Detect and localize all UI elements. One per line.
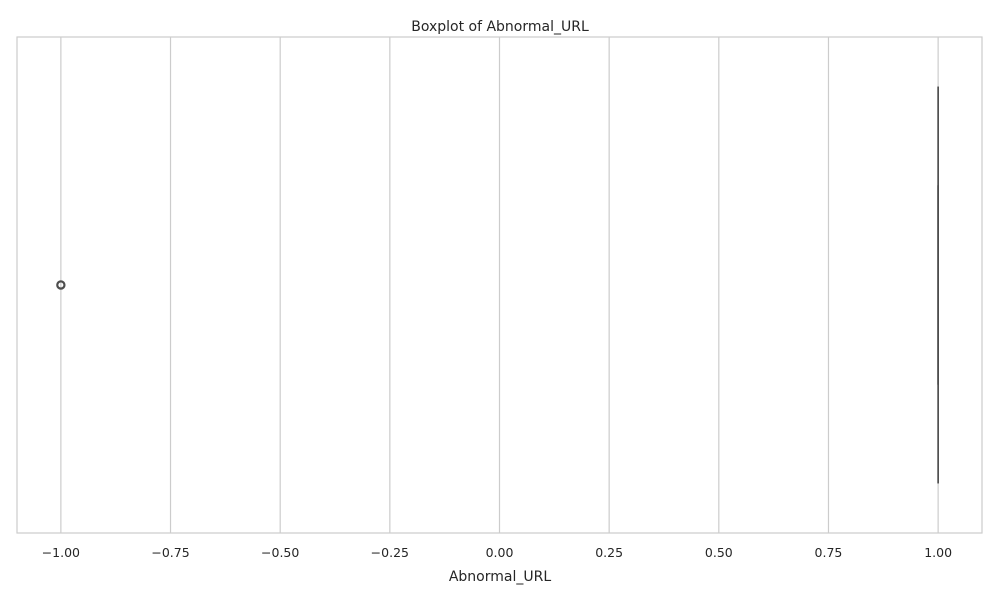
plot-frame [16,36,983,534]
grid-lines [60,37,939,533]
x-tick-label: −0.75 [151,545,189,560]
x-tick-label: 0.25 [595,545,623,560]
x-tick-label: −0.50 [261,545,299,560]
x-tick-labels: −1.00 −0.75 −0.50 −0.25 0.00 0.25 0.50 0.75 1.00 [42,545,952,560]
x-tick-label: 0.50 [705,545,733,560]
box-group [56,86,939,484]
x-tick-label: −1.00 [42,545,80,560]
x-tick-label: 0.00 [486,545,514,560]
x-tick-label: 1.00 [924,545,952,560]
x-tick-label: 0.75 [815,545,843,560]
outlier-point [56,280,66,290]
chart-title: Boxplot of Abnormal_URL [411,19,589,35]
x-axis-label: Abnormal_URL [449,569,551,585]
x-tick-label: −0.25 [371,545,409,560]
box-series [56,86,939,484]
